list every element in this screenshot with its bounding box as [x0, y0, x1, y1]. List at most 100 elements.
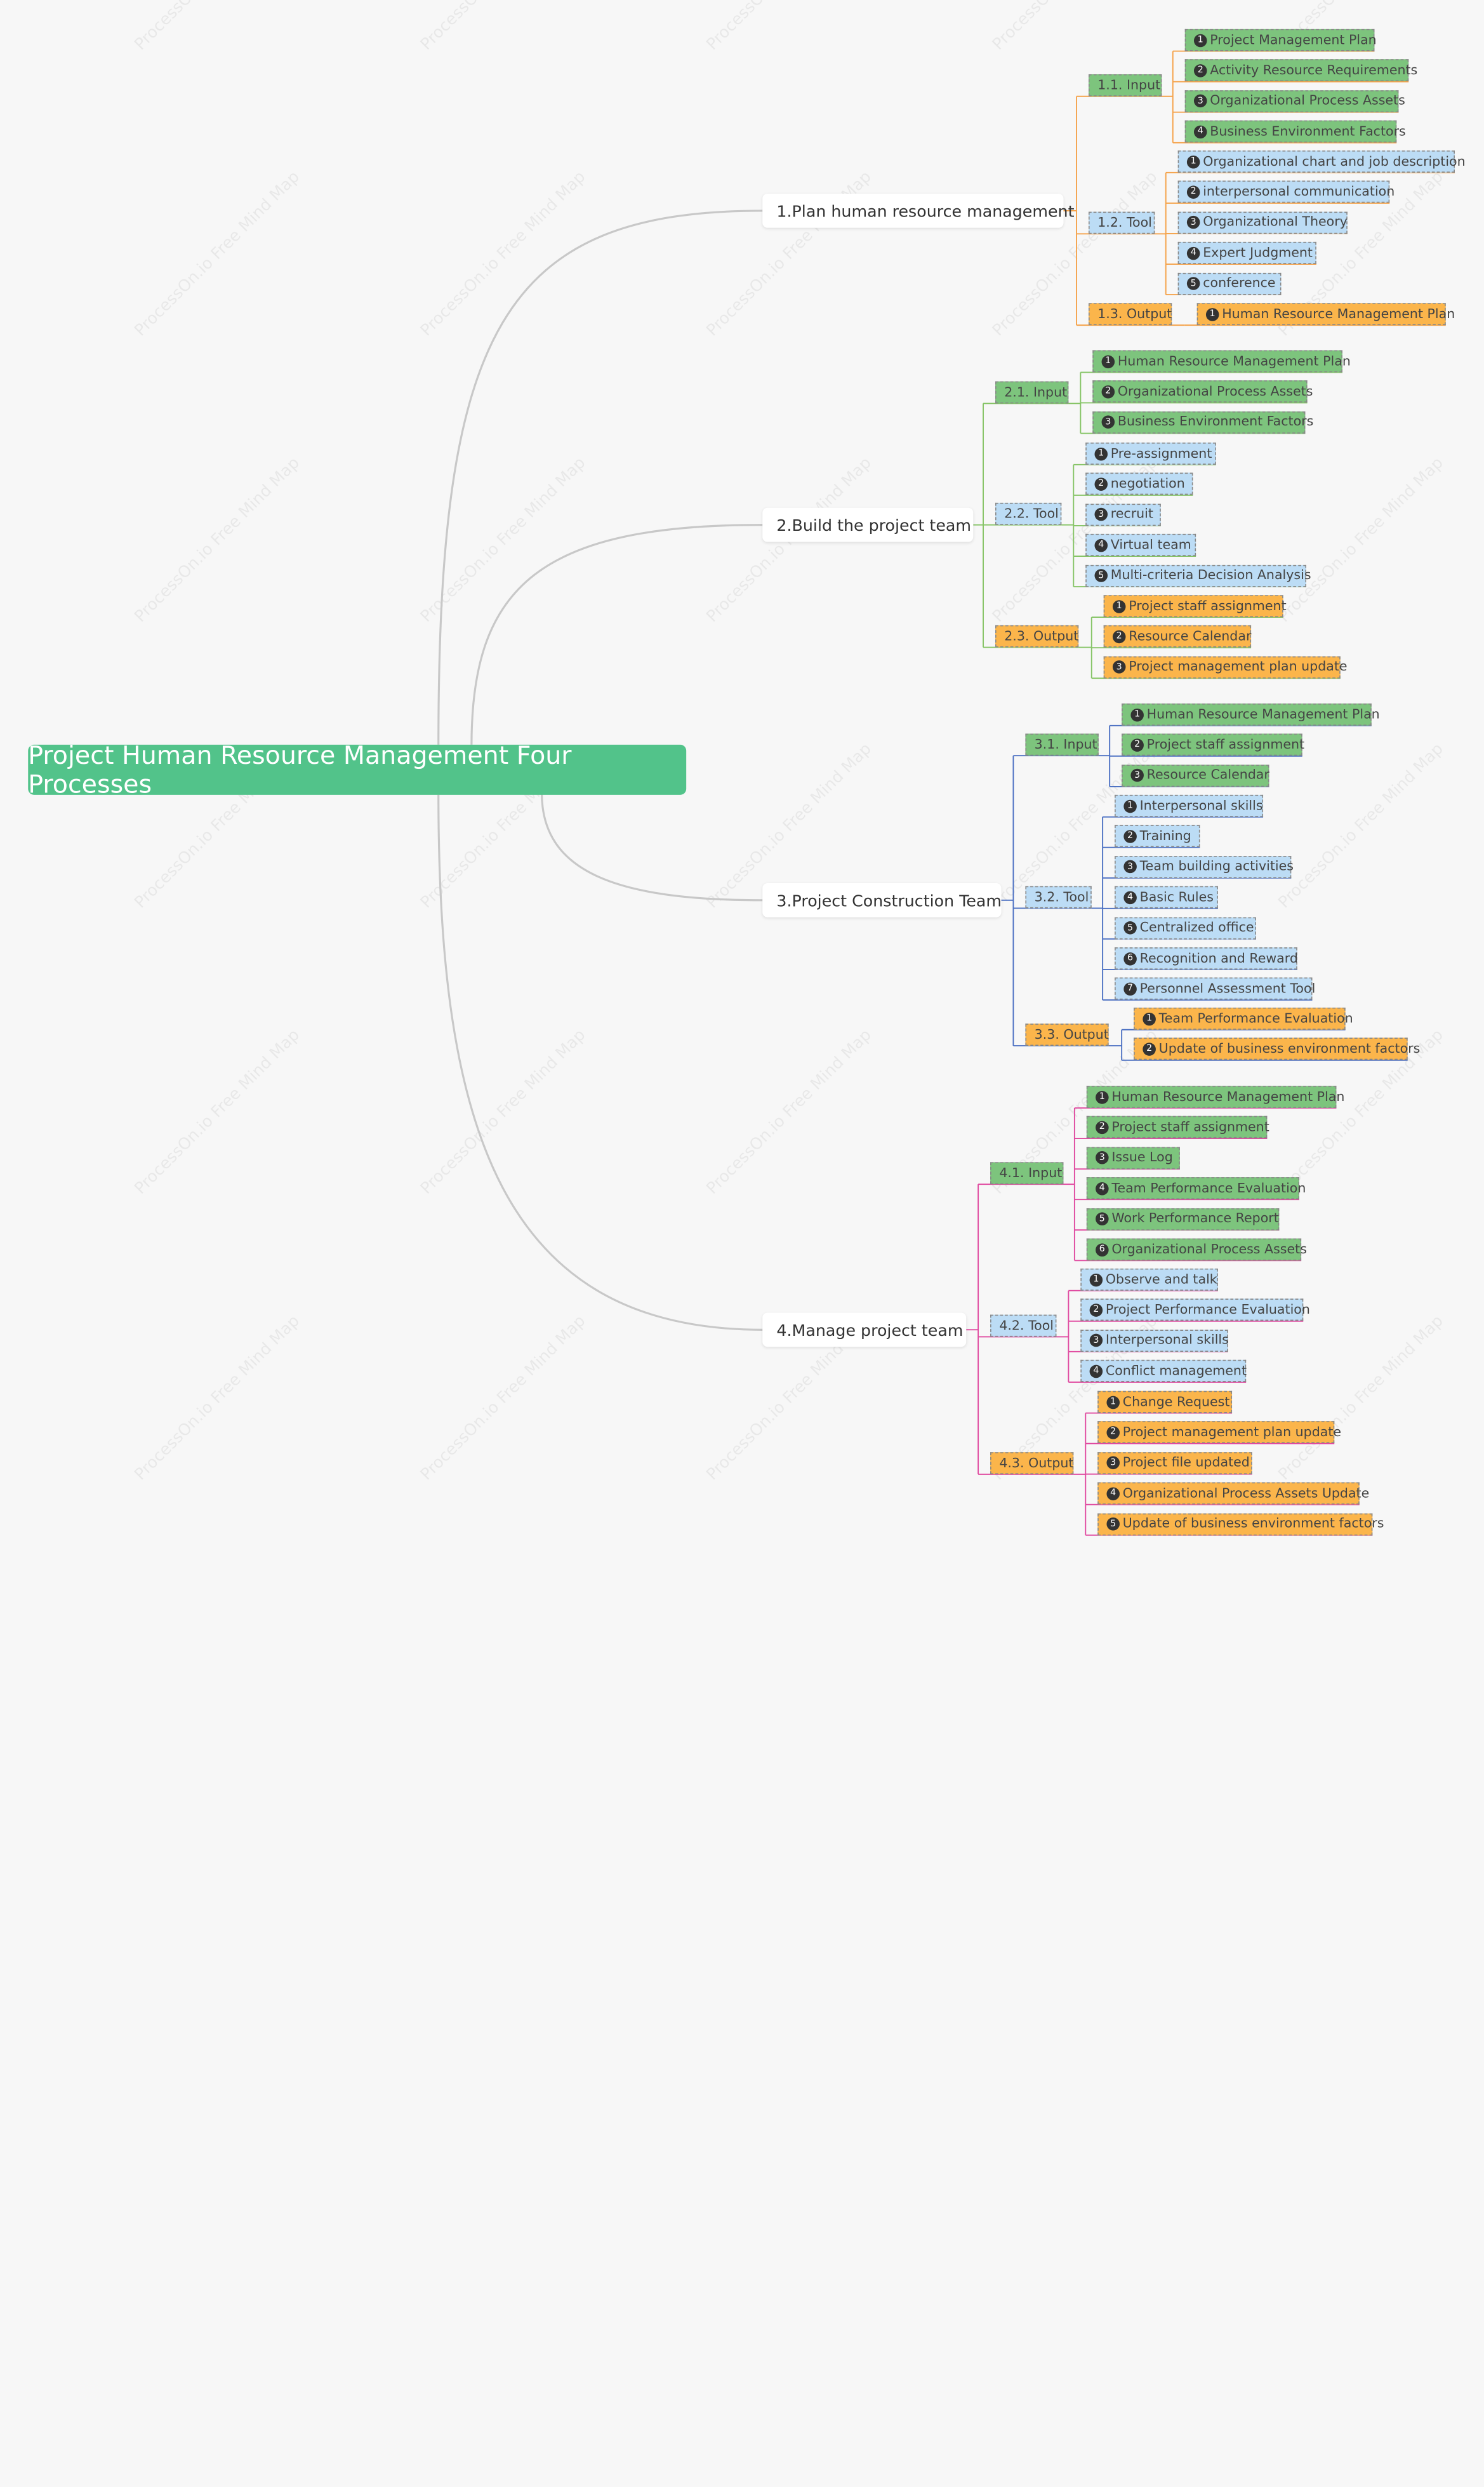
- leaf-topic[interactable]: 2 Project staff assignment: [1122, 734, 1305, 756]
- leaf-topic[interactable]: 3 Issue Log: [1086, 1147, 1180, 1170]
- leaf-topic-label: Pre-assignment: [1110, 446, 1212, 462]
- main-topic-2[interactable]: 2. Build the project team: [762, 507, 974, 542]
- group-output[interactable]: 3.3. Output: [1025, 1023, 1109, 1046]
- main-topic-label: Plan human resource management: [792, 201, 1075, 220]
- leaf-topic-label: Issue Log: [1111, 1150, 1173, 1166]
- group-input[interactable]: 3.1. Input: [1025, 733, 1099, 756]
- number-badge: 2: [1123, 830, 1137, 843]
- leaf-topic-label: Multi-criteria Decision Analysis: [1110, 568, 1311, 583]
- leaf-topic[interactable]: 1 Human Resource Management Plan: [1086, 1086, 1344, 1109]
- main-connector: [437, 794, 763, 1331]
- number-badge: 3: [1130, 769, 1144, 782]
- number-badge: 3: [1101, 415, 1115, 429]
- group-output[interactable]: 2.3. Output: [995, 625, 1078, 648]
- leaf-topic[interactable]: 5 Work Performance Report: [1086, 1208, 1280, 1230]
- leaf-topic[interactable]: 1 Change Request: [1097, 1390, 1233, 1413]
- group-tool[interactable]: 1.2. Tool: [1089, 211, 1155, 234]
- leaf-topic[interactable]: 3 Project management plan update: [1103, 656, 1348, 679]
- number-badge: 1: [1101, 354, 1115, 368]
- leaf-topic-label: Organizational Process Assets Update: [1122, 1486, 1370, 1502]
- leaf-topic[interactable]: 3 Organizational Theory: [1177, 211, 1348, 234]
- leaf-topic-label: Organizational Process Assets: [1111, 1242, 1307, 1257]
- main-topic-3[interactable]: 3. Project Construction Team: [762, 883, 1002, 917]
- leaf-topic[interactable]: 4 Organizational Process Assets Update: [1097, 1482, 1369, 1505]
- main-topic-1[interactable]: 1. Plan human resource management: [762, 194, 1075, 228]
- leaf-topic-label: Project staff assignment: [1146, 737, 1305, 753]
- number-badge: 4: [1186, 246, 1200, 260]
- group-tool[interactable]: 3.2. Tool: [1025, 886, 1092, 909]
- leaf-topic[interactable]: 2 Activity Resource Requirements: [1184, 59, 1417, 82]
- leaf-topic[interactable]: 2 interpersonal communication: [1177, 181, 1395, 203]
- leaf-topic[interactable]: 2 Resource Calendar: [1103, 625, 1251, 648]
- number-badge: 4: [1089, 1364, 1103, 1378]
- group-input[interactable]: 1.1. Input: [1089, 74, 1162, 97]
- leaf-topic[interactable]: 3 Resource Calendar: [1122, 764, 1269, 787]
- leaf-topic[interactable]: 3 Organizational Process Assets: [1184, 90, 1405, 112]
- number-badge: 2: [1112, 630, 1126, 644]
- leaf-topic[interactable]: 3 Team building activities: [1115, 855, 1294, 878]
- leaf-topic[interactable]: 4 Conflict management: [1080, 1360, 1247, 1382]
- leaf-topic[interactable]: 2 negotiation: [1085, 473, 1193, 495]
- number-badge: 6: [1123, 952, 1137, 965]
- group-input[interactable]: 4.1. Input: [990, 1162, 1064, 1185]
- leaf-topic[interactable]: 7 Personnel Assessment Tool: [1115, 978, 1315, 1000]
- number-badge: 1: [1106, 1395, 1120, 1409]
- main-connector: [540, 792, 763, 902]
- group-input[interactable]: 2.1. Input: [995, 381, 1069, 404]
- leaf-topic[interactable]: 1 Team Performance Evaluation: [1134, 1007, 1353, 1030]
- leaf-topic[interactable]: 3 recruit: [1085, 503, 1161, 526]
- leaf-topic[interactable]: 4 Team Performance Evaluation: [1086, 1177, 1306, 1200]
- leaf-topic-label: Training: [1139, 829, 1191, 844]
- leaf-topic[interactable]: 1 Observe and talk: [1080, 1268, 1218, 1291]
- leaf-topic-label: Human Resource Management Plan: [1222, 306, 1455, 322]
- leaf-topic[interactable]: 2 Project staff assignment: [1086, 1116, 1269, 1139]
- group-label: 2.1. Input: [1004, 385, 1068, 400]
- leaf-topic[interactable]: 5 Update of business environment factors: [1097, 1512, 1384, 1535]
- leaf-topic-label: Activity Resource Requirements: [1210, 63, 1418, 79]
- leaf-topic[interactable]: 2 Project Performance Evaluation: [1080, 1298, 1310, 1321]
- leaf-topic[interactable]: 2 Training: [1115, 825, 1200, 848]
- group-tool[interactable]: 2.2. Tool: [995, 502, 1062, 525]
- group-label: 3.1. Input: [1034, 737, 1097, 752]
- leaf-topic[interactable]: 4 Expert Judgment: [1177, 242, 1316, 265]
- leaf-topic[interactable]: 2 Organizational Process Assets: [1092, 380, 1313, 403]
- main-topic-number: 1.: [776, 201, 792, 220]
- main-topic-4[interactable]: 4. Manage project team: [762, 1312, 967, 1347]
- number-badge: 2: [1186, 185, 1200, 199]
- leaf-topic[interactable]: 6 Organizational Process Assets: [1086, 1238, 1307, 1261]
- leaf-topic[interactable]: 1 Project staff assignment: [1103, 595, 1287, 618]
- main-connector: [437, 210, 763, 745]
- leaf-topic[interactable]: 4 Basic Rules: [1115, 886, 1218, 909]
- root-topic[interactable]: Project Human Resource Management Four P…: [28, 741, 687, 799]
- leaf-topic[interactable]: 4 Business Environment Factors: [1184, 120, 1406, 143]
- group-tool[interactable]: 4.2. Tool: [990, 1314, 1057, 1337]
- number-badge: 1: [1123, 799, 1137, 813]
- leaf-topic[interactable]: 1 Human Resource Management Plan: [1092, 350, 1351, 373]
- leaf-topic[interactable]: 2 Update of business environment factors: [1134, 1038, 1420, 1060]
- leaf-topic[interactable]: 1 Project Management Plan: [1184, 29, 1377, 51]
- leaf-topic[interactable]: 1 Pre-assignment: [1085, 443, 1216, 465]
- leaf-topic[interactable]: 5 conference: [1177, 272, 1282, 295]
- leaf-topic[interactable]: 2 Project management plan update: [1097, 1421, 1341, 1444]
- leaf-topic[interactable]: 5 Multi-criteria Decision Analysis: [1085, 564, 1311, 587]
- leaf-topic-label: Interpersonal skills: [1105, 1333, 1229, 1349]
- leaf-topic[interactable]: 1 Organizational chart and job descriptio…: [1177, 150, 1466, 173]
- leaf-topic-label: Update of business environment factors: [1158, 1041, 1421, 1057]
- leaf-topic[interactable]: 4 Virtual team: [1085, 534, 1196, 556]
- leaf-topic[interactable]: 3 Project file updated: [1097, 1451, 1252, 1474]
- group-output[interactable]: 4.3. Output: [990, 1452, 1073, 1474]
- number-badge: 4: [1096, 1182, 1109, 1196]
- leaf-topic[interactable]: 5 Centralized office: [1115, 917, 1256, 939]
- leaf-topic[interactable]: 1 Human Resource Management Plan: [1122, 703, 1380, 726]
- leaf-topic[interactable]: 3 Interpersonal skills: [1080, 1330, 1229, 1352]
- group-output[interactable]: 1.3. Output: [1089, 303, 1172, 326]
- leaf-topic[interactable]: 1 Human Resource Management Plan: [1196, 303, 1455, 326]
- leaf-topic-label: Project Performance Evaluation: [1105, 1302, 1310, 1318]
- leaf-topic[interactable]: 1 Interpersonal skills: [1115, 794, 1264, 817]
- leaf-topic[interactable]: 3 Business Environment Factors: [1092, 411, 1313, 434]
- leaf-topic-label: Organizational Theory: [1203, 215, 1348, 230]
- leaf-topic[interactable]: 6 Recognition and Reward: [1115, 947, 1298, 970]
- number-badge: 3: [1106, 1456, 1120, 1470]
- leaf-topic-label: Virtual team: [1110, 537, 1191, 553]
